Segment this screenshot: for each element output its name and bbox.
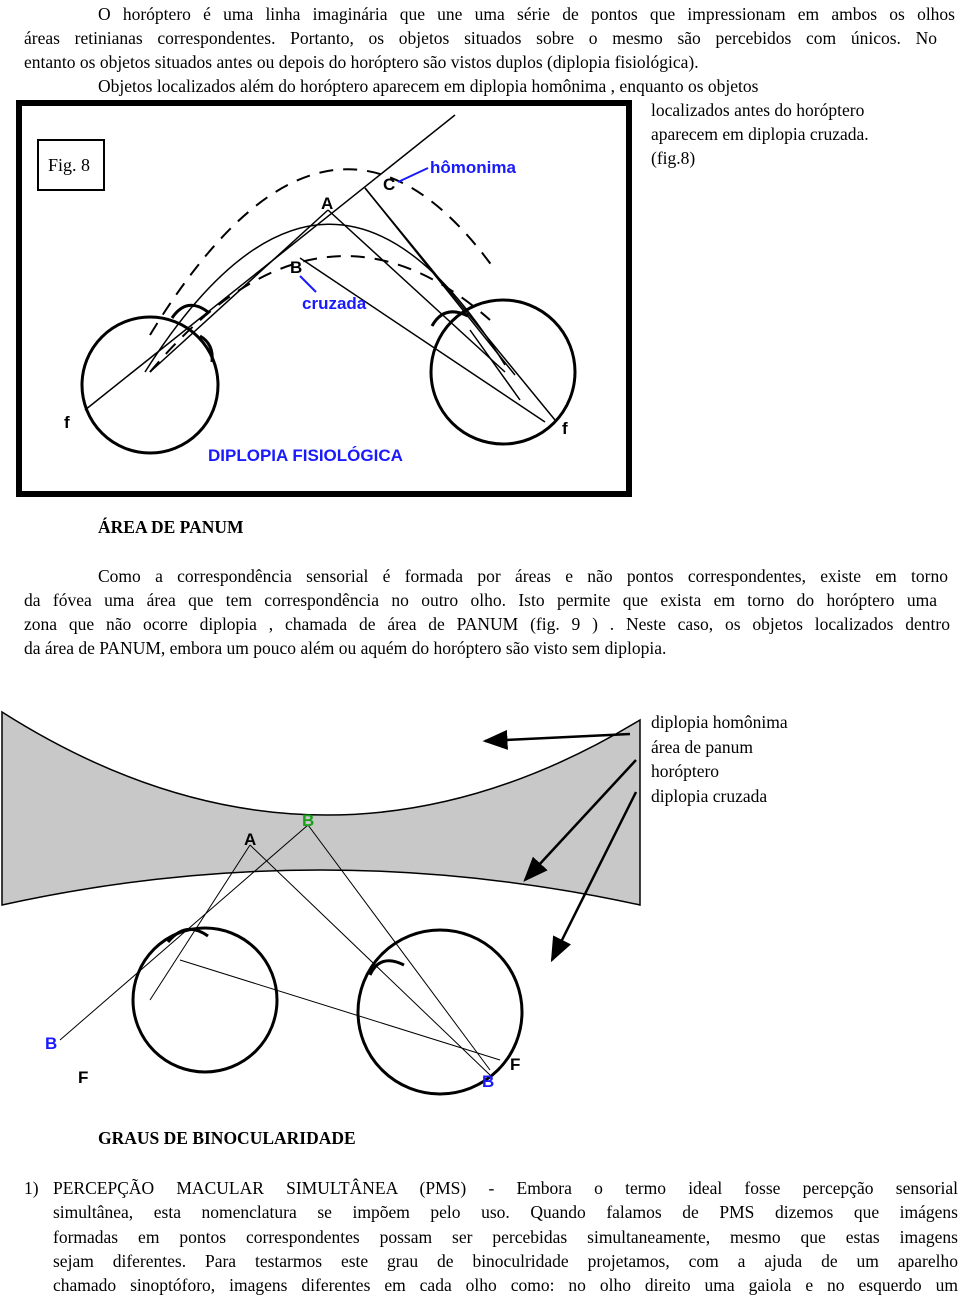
figure-caption: Fig. 8 bbox=[48, 155, 90, 175]
label: F bbox=[78, 1068, 88, 1087]
legend-item: diplopia homônima bbox=[651, 712, 788, 732]
text-line: formadas em pontos correspondentes possa… bbox=[53, 1227, 958, 1247]
text-line: entanto os objetos situados antes ou dep… bbox=[24, 52, 699, 72]
eyes bbox=[80, 298, 577, 455]
text-line: áreas retinianas correspondentes. Portan… bbox=[24, 28, 937, 48]
text-line: simultânea, esta nomenclatura se impõem … bbox=[53, 1202, 958, 1222]
caption-box bbox=[37, 139, 105, 191]
label: F bbox=[510, 1055, 520, 1074]
text-line: zona que não ocorre diplopia , chamada d… bbox=[24, 614, 950, 634]
legend-arrows bbox=[482, 729, 638, 963]
legend-item: diplopia cruzada bbox=[651, 786, 768, 806]
sight-lines bbox=[84, 114, 556, 423]
label: A bbox=[244, 830, 256, 849]
text-line: localizados antes do horóptero bbox=[651, 100, 865, 120]
pointer bbox=[397, 167, 429, 183]
label: f bbox=[64, 413, 70, 432]
figure-title: DIPLOPIA FISIOLÓGICA bbox=[208, 446, 403, 465]
dashed-arcs bbox=[149, 168, 496, 373]
heading: GRAUS DE BINOCULARIDADE bbox=[98, 1128, 356, 1148]
pointer bbox=[299, 275, 317, 293]
label: B bbox=[302, 811, 314, 830]
label: C bbox=[383, 175, 395, 194]
legend-item: horóptero bbox=[651, 761, 720, 781]
text-line: PERCEPÇÃO MACULAR SIMULTÂNEA (PMS) - Emb… bbox=[53, 1178, 958, 1198]
text-line: Objetos localizados além do horóptero ap… bbox=[98, 76, 759, 96]
text-line: sejam diferentes. Para testarmos este gr… bbox=[53, 1251, 958, 1271]
legend-item: área de panum bbox=[651, 737, 754, 757]
text-line: Como a correspondência sensorial é forma… bbox=[98, 566, 948, 586]
figure-9: B A B F F B bbox=[1, 710, 641, 1096]
sight-lines bbox=[59, 824, 501, 1076]
label: A bbox=[321, 194, 333, 213]
item-number: 1) bbox=[24, 1178, 39, 1198]
text-line: O horóptero é uma linha imaginária que u… bbox=[98, 4, 955, 24]
panum-area bbox=[1, 710, 641, 906]
text-line: da área de PANUM, embora um pouco além o… bbox=[24, 638, 667, 658]
label: B bbox=[290, 258, 302, 277]
label: hômonima bbox=[430, 158, 516, 177]
text-line: da fóvea uma área que tem correspondênci… bbox=[24, 590, 937, 610]
text-line: (fig.8) bbox=[651, 148, 696, 168]
label: cruzada bbox=[302, 294, 367, 313]
label: B bbox=[45, 1034, 57, 1053]
label: f bbox=[562, 419, 568, 438]
eyes bbox=[131, 926, 524, 1096]
text-line: chamado sinoptóforo, imagens diferentes … bbox=[53, 1275, 958, 1295]
label: B bbox=[482, 1072, 494, 1091]
text-line: aparecem em diplopia cruzada. bbox=[651, 124, 869, 144]
figure-8: Fig. 8 A C B hômonima cruzada f f DIPLOP… bbox=[16, 100, 632, 497]
heading: ÁREA DE PANUM bbox=[98, 517, 244, 537]
figure-frame bbox=[16, 100, 632, 497]
